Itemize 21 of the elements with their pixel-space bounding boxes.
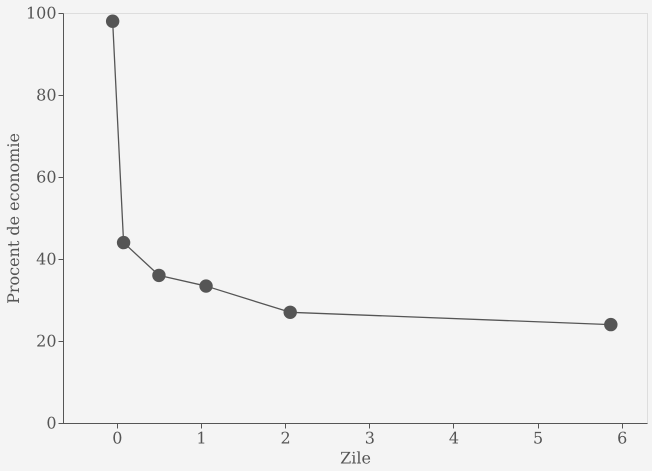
point [116, 236, 130, 250]
y-tick-label: 0 [46, 414, 56, 432]
point [106, 14, 120, 28]
x-tick-label: 5 [533, 428, 544, 448]
x-tick-label: 2 [280, 428, 291, 448]
point [283, 306, 297, 319]
x-tick-label: 4 [448, 428, 460, 448]
x-axis-title: Zile [340, 448, 371, 468]
y-tick-label: 40 [36, 250, 56, 268]
y-tick-label: 20 [36, 332, 56, 350]
y-tick-label: 80 [36, 86, 56, 104]
x-tick-label: 3 [364, 428, 375, 448]
point [199, 279, 213, 293]
point [604, 318, 618, 332]
y-tick-label: 60 [36, 168, 56, 186]
point [152, 268, 166, 282]
y-tick-label: 100 [26, 4, 56, 22]
x-tick-label: 0 [112, 428, 122, 448]
y-axis-title: Procent de economie [4, 133, 23, 304]
x-tick-label: 6 [617, 428, 628, 448]
x-tick-label: 1 [196, 428, 207, 448]
